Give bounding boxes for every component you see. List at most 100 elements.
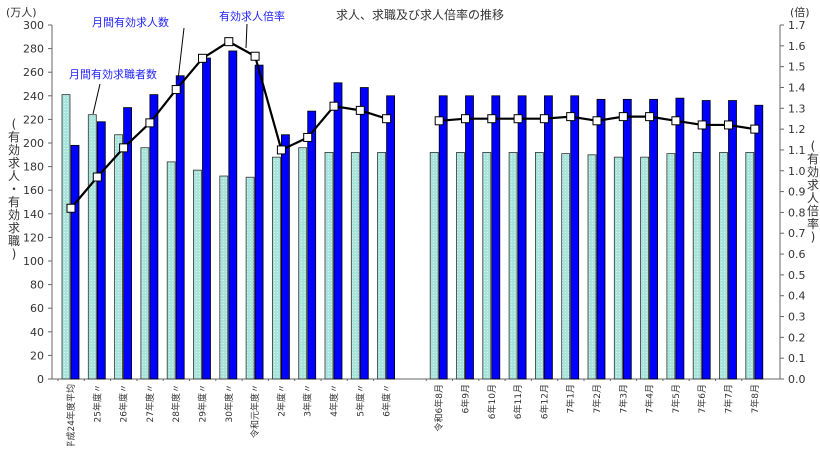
right-axis-unit: (倍) bbox=[790, 5, 810, 19]
legend-job-openings: 月間有効求人数 bbox=[92, 15, 169, 29]
x-tick-label: 28年度〃 bbox=[170, 384, 182, 422]
bar-job-openings bbox=[333, 82, 343, 380]
bar-job-seekers bbox=[613, 156, 623, 380]
x-tick-label: 平成24年度平均 bbox=[65, 384, 77, 446]
ratio-point bbox=[724, 120, 733, 130]
left-tick-label: 100 bbox=[23, 255, 44, 268]
bar-job-openings bbox=[754, 104, 764, 380]
left-tick-label: 260 bbox=[23, 66, 44, 79]
bar-job-seekers bbox=[87, 114, 97, 380]
bar-job-seekers bbox=[193, 169, 202, 380]
ratio-point bbox=[250, 51, 260, 61]
x-tick-label: 5年度〃 bbox=[354, 384, 366, 417]
bar-job-seekers bbox=[271, 156, 281, 380]
bar-job-seekers bbox=[666, 153, 676, 380]
x-tick-label: 6年11月 bbox=[512, 384, 524, 419]
right-tick-label: 0.1 bbox=[788, 352, 806, 365]
ratio-point bbox=[513, 114, 523, 124]
right-tick-label: 1.2 bbox=[788, 123, 806, 136]
left-tick-label: 160 bbox=[23, 184, 44, 197]
ratio-point bbox=[382, 114, 392, 124]
x-tick-label: 6年10月 bbox=[486, 384, 498, 419]
left-tick-label: 120 bbox=[23, 231, 44, 244]
left-tick-label: 200 bbox=[23, 137, 44, 150]
bar-job-openings bbox=[307, 110, 317, 380]
x-tick-label: 3年度〃 bbox=[302, 384, 314, 417]
bar-job-openings bbox=[438, 95, 448, 380]
bar-job-seekers bbox=[114, 134, 123, 380]
left-tick-label: 0 bbox=[37, 373, 44, 386]
x-tick-label: 27年度〃 bbox=[144, 384, 156, 422]
ratio-point bbox=[487, 114, 497, 124]
bar-job-openings bbox=[228, 50, 238, 380]
ratio-point bbox=[171, 85, 181, 95]
ratio-point bbox=[92, 172, 102, 182]
ratio-point bbox=[618, 112, 628, 122]
x-tick-label: 7年4月 bbox=[644, 384, 656, 413]
bar-job-openings bbox=[701, 100, 711, 380]
bar-job-openings bbox=[596, 98, 606, 380]
bar-job-openings bbox=[280, 134, 290, 380]
bar-job-openings bbox=[649, 98, 658, 380]
right-tick-label: 1.3 bbox=[788, 102, 806, 115]
bar-job-seekers bbox=[587, 154, 597, 380]
ratio-point bbox=[198, 53, 207, 63]
right-tick-label: 0.6 bbox=[788, 248, 806, 261]
ratio-point bbox=[303, 132, 313, 142]
x-tick-label: 29年度〃 bbox=[197, 384, 209, 422]
x-tick-label: 7年6月 bbox=[696, 384, 708, 413]
ratio-point bbox=[276, 145, 286, 155]
ratio-point bbox=[566, 112, 576, 122]
left-tick-label: 280 bbox=[23, 43, 44, 56]
right-tick-label: 1.1 bbox=[788, 144, 806, 157]
ratio-point bbox=[592, 116, 602, 126]
right-tick-label: 0.3 bbox=[788, 311, 806, 324]
right-tick-label: 1.5 bbox=[788, 61, 806, 74]
bar-job-seekers bbox=[324, 152, 334, 380]
bar-job-seekers bbox=[640, 156, 649, 380]
right-tick-label: 0.2 bbox=[788, 331, 806, 344]
left-tick-label: 220 bbox=[23, 113, 44, 126]
left-tick-label: 60 bbox=[30, 302, 44, 315]
left-tick-label: 180 bbox=[23, 161, 44, 174]
bar-job-seekers bbox=[745, 152, 755, 380]
ratio-point bbox=[66, 203, 76, 213]
right-tick-label: 0.8 bbox=[788, 206, 806, 219]
right-tick-label: 1.0 bbox=[788, 165, 806, 178]
x-tick-label: 6年9月 bbox=[460, 384, 472, 413]
bar-job-seekers bbox=[166, 161, 176, 380]
bar-job-seekers bbox=[692, 152, 702, 380]
bar-job-seekers bbox=[508, 152, 518, 380]
bar-job-seekers bbox=[219, 175, 229, 380]
ratio-point bbox=[145, 118, 155, 128]
bar-job-openings bbox=[728, 100, 737, 380]
right-tick-label: 1.4 bbox=[788, 81, 806, 94]
bar-job-openings bbox=[149, 94, 159, 380]
x-tick-label: 7年2月 bbox=[591, 384, 603, 413]
ratio-point bbox=[224, 37, 234, 47]
left-tick-label: 20 bbox=[30, 349, 44, 362]
bar-job-seekers bbox=[61, 94, 71, 380]
legend-job-seekers: 月間有効求職者数 bbox=[69, 67, 157, 81]
ratio-point bbox=[539, 114, 549, 124]
bar-job-openings bbox=[254, 64, 264, 380]
ratio-point bbox=[355, 105, 365, 115]
x-tick-label: 7年5月 bbox=[670, 384, 682, 413]
bar-job-openings bbox=[465, 95, 474, 380]
bar-job-seekers bbox=[377, 152, 387, 380]
bar-job-openings bbox=[359, 87, 369, 380]
bar-job-seekers bbox=[456, 152, 465, 380]
bar-job-seekers bbox=[298, 147, 308, 380]
x-tick-label: 6年度〃 bbox=[381, 384, 393, 417]
ratio-point bbox=[329, 101, 339, 111]
bar-job-seekers bbox=[719, 152, 728, 380]
bar-job-seekers bbox=[429, 152, 439, 380]
x-tick-label: 7年1月 bbox=[565, 384, 577, 413]
bar-job-seekers bbox=[535, 152, 544, 380]
left-tick-label: 300 bbox=[23, 19, 44, 32]
right-tick-label: 0.0 bbox=[788, 373, 806, 386]
right-tick-label: 1.7 bbox=[788, 19, 806, 32]
left-tick-label: 80 bbox=[30, 279, 44, 292]
